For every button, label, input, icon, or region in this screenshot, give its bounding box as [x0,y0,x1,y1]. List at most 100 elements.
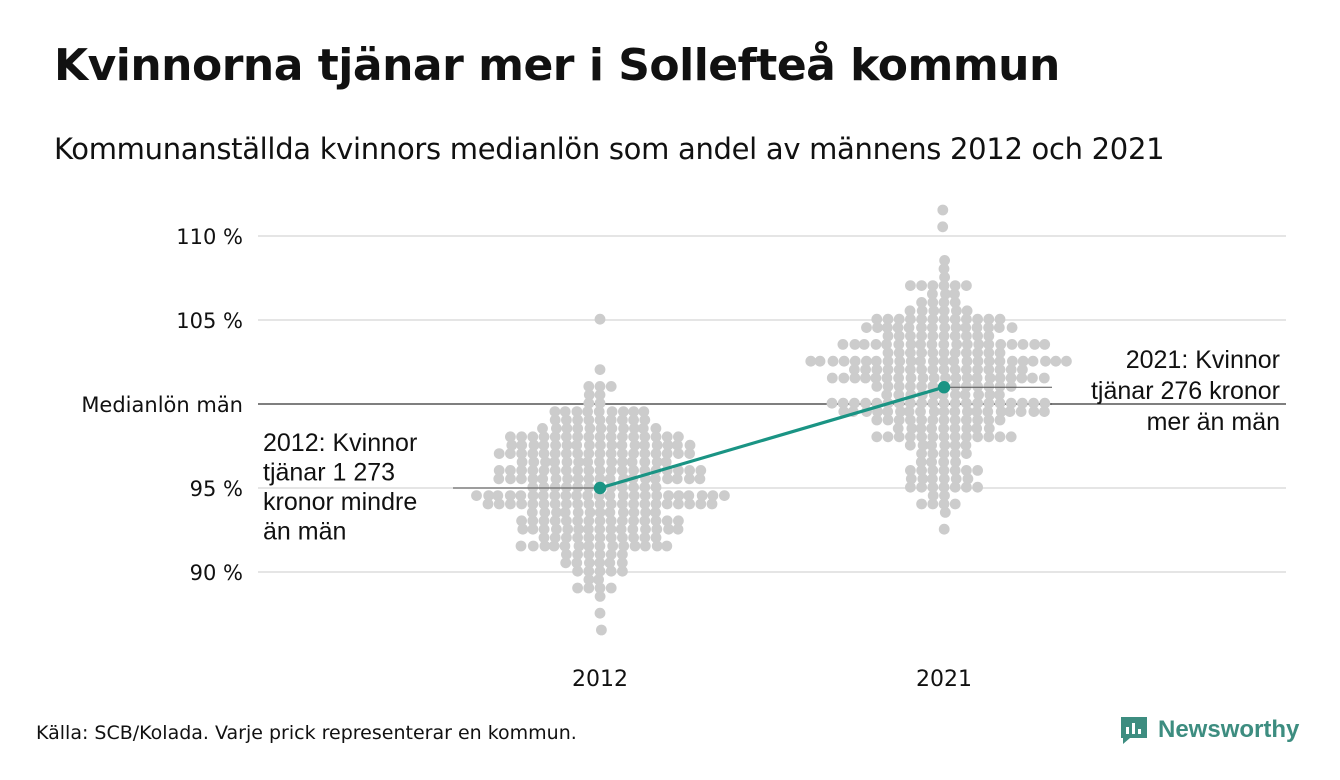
kommun-dot [583,414,595,426]
kommun-dot [938,473,950,485]
kommun-dot [938,481,950,493]
kommun-dot [528,456,540,468]
kommun-dot [1005,372,1017,384]
kommun-dot [596,624,607,636]
kommun-dot [881,322,893,333]
kommun-dot [927,414,939,426]
kommun-dot [640,507,651,518]
kommun-dot [617,515,628,527]
kommun-dot [561,423,573,434]
kommun-dot [661,498,673,510]
kommun-dot [939,439,951,451]
kommun-dot [972,364,983,375]
kommun-dot [683,490,695,501]
kommun-dot [837,397,849,409]
kommun-dot [961,372,973,384]
kommun-dot [949,347,961,359]
kommun-dot [628,406,640,417]
y-tick-label: 90 % [190,561,243,585]
kommun-dot [582,490,593,501]
kommun-dot [539,507,551,518]
kommun-dot [663,490,674,501]
kommun-dot [882,313,894,325]
kommun-dot [605,448,617,459]
kommun-dot [927,481,939,493]
kommun-dot [916,297,927,308]
kommun-dot [640,523,651,535]
kommun-dot [927,448,939,459]
kommun-dot [604,557,616,569]
kommun-dot [861,322,872,333]
kommun-dot [583,381,595,392]
kommun-dot [1029,339,1041,350]
kommun-dot [527,515,539,527]
kommun-dot [882,347,894,359]
kommun-dot [916,313,927,325]
kommun-dot [617,456,628,468]
kommun-dot [572,431,583,443]
kommun-dot [506,439,518,451]
kommun-dot [483,490,495,501]
kommun-dot [627,523,639,535]
kommun-dot [983,322,994,333]
kommun-dot [594,498,606,510]
kommun-dot [961,397,972,409]
kommun-dot [583,532,595,543]
kommun-dot [995,406,1007,417]
kommun-dot [905,339,917,350]
kommun-dot [550,473,562,485]
kommun-dot [905,465,916,476]
kommun-dot [561,431,572,443]
kommun-dot [594,381,606,392]
highlight-line-sollefteå [599,385,945,490]
kommun-dot [949,280,961,291]
dot-layer [471,204,1072,636]
highlight-point [593,481,607,495]
kommun-dot [583,565,595,577]
kommun-dot [915,355,926,367]
kommun-dot [650,431,662,443]
y-tick-label: 95 % [190,477,243,501]
kommun-dot [972,330,983,342]
kommun-dot [971,322,983,333]
kommun-dot [971,372,983,384]
kommun-dot [916,431,927,443]
kommun-dot [983,313,995,325]
kommun-dot [639,498,651,510]
kommun-dot [573,456,584,468]
kommun-dot [626,456,638,468]
kommun-dot [951,339,963,350]
kommun-dot [651,490,663,501]
kommun-dot [860,372,871,384]
kommun-dot [628,414,639,426]
kommun-dot [516,431,527,443]
kommun-dot [881,372,893,384]
page-title: Kvinnorna tjänar mer i Sollefteå kommun [54,40,1060,91]
kommun-dot [984,372,996,384]
kommun-dot [572,515,583,527]
kommun-dot [882,330,894,342]
kommun-dot [916,397,927,409]
kommun-dot [972,397,983,409]
kommun-dot [927,280,939,291]
kommun-dot [618,507,629,518]
kommun-dot [871,431,883,443]
highlight-point [937,381,951,394]
kommun-dot [962,473,974,485]
kommun-dot [615,523,627,535]
kommun-dot [939,322,951,333]
kommun-dot [594,582,606,594]
kommun-dot [583,431,595,443]
kommun-dot [561,532,572,543]
kommun-dot [895,406,906,417]
kommun-dot [672,523,684,535]
kommun-dot [983,355,995,367]
kommun-dot [516,515,527,527]
kommun-dot [826,372,838,384]
kommun-dot [882,431,894,443]
kommun-dot [548,540,560,552]
kommun-dot [594,607,606,619]
kommun-dot [537,473,549,485]
kommun-dot [595,439,606,451]
kommun-dot [696,490,708,501]
